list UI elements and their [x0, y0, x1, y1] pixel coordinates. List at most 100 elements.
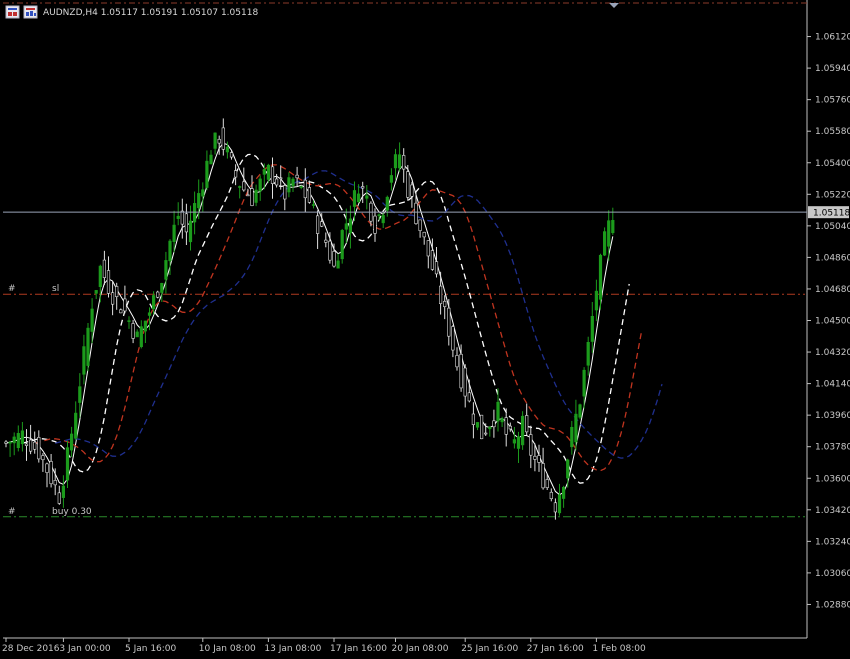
candle-body — [356, 193, 361, 203]
candle — [545, 473, 549, 491]
candle — [283, 183, 287, 211]
candle-body — [201, 189, 205, 197]
candle — [160, 282, 164, 302]
candle-body — [53, 480, 57, 486]
candle — [213, 132, 217, 155]
candle-body — [381, 215, 385, 224]
price-tick-label: 1.04860 — [815, 253, 850, 263]
candle-body — [123, 298, 127, 312]
candle-body — [197, 193, 201, 209]
candle — [344, 208, 348, 244]
candle — [152, 291, 156, 315]
candle-body — [512, 439, 516, 444]
candle-body — [86, 327, 90, 366]
candle — [320, 213, 324, 228]
candle — [504, 408, 508, 447]
candle-body — [70, 433, 74, 451]
candle — [193, 191, 197, 235]
candle-body — [447, 307, 451, 337]
candle-body — [172, 224, 176, 242]
candle-body — [315, 215, 320, 234]
candle — [250, 175, 254, 207]
chart-properties-icon[interactable] — [23, 5, 38, 19]
candle-body — [365, 195, 369, 199]
bid-price-label: 1.05118 — [813, 209, 850, 219]
candle-body — [131, 323, 135, 339]
symbol-info: AUDNZD,H4 1.05117 1.05191 1.05107 1.0511… — [43, 8, 258, 18]
candle-body — [184, 213, 189, 233]
price-tick-label: 1.05040 — [815, 222, 850, 232]
candle — [488, 425, 492, 437]
candle-body — [455, 355, 459, 368]
candle — [37, 430, 41, 463]
candle-body — [65, 447, 70, 481]
candle-body — [102, 259, 106, 278]
candle — [270, 157, 275, 199]
candle — [238, 185, 242, 199]
candle-body — [475, 422, 480, 428]
candle-body — [106, 270, 111, 294]
candle-body — [471, 413, 476, 425]
candle — [28, 424, 33, 455]
candle — [361, 181, 365, 204]
candle — [586, 336, 590, 376]
candle-body — [402, 155, 406, 170]
candle-body — [299, 186, 303, 189]
candle-body — [484, 432, 488, 435]
candle-body — [119, 309, 123, 314]
candle-body — [168, 240, 172, 262]
sl-level-marker: # — [8, 284, 16, 294]
candle-body — [221, 127, 225, 150]
price-tick-label: 1.04500 — [815, 317, 850, 327]
candle — [94, 290, 98, 300]
candle-body — [451, 326, 455, 351]
shift-marker-icon[interactable] — [609, 3, 619, 8]
candle-body — [152, 295, 156, 310]
price-tick-label: 1.03420 — [815, 506, 850, 516]
candle — [508, 422, 512, 432]
candle-body — [127, 320, 131, 322]
candle — [500, 416, 504, 427]
candle — [41, 453, 45, 472]
candle-body — [594, 290, 598, 311]
candle-body — [352, 190, 357, 207]
candle — [557, 483, 562, 516]
candle-body — [254, 189, 258, 203]
candle — [65, 440, 70, 489]
candle-body — [115, 286, 119, 297]
time-tick-label: 25 Jan 16:00 — [461, 644, 518, 654]
candle — [365, 185, 369, 210]
chart-window-icon[interactable] — [5, 5, 20, 19]
candle — [53, 468, 57, 496]
candle-body — [500, 418, 504, 423]
price-tick-label: 1.05940 — [815, 64, 850, 74]
candle — [254, 184, 258, 207]
candle — [86, 323, 90, 372]
candle — [234, 164, 238, 186]
candle-body — [438, 285, 443, 304]
candle — [451, 325, 455, 358]
candle — [33, 431, 37, 454]
candle — [324, 232, 328, 248]
candle — [74, 401, 78, 441]
candle-body — [443, 300, 447, 307]
candle-body — [98, 265, 102, 287]
candle-body — [492, 420, 496, 428]
candle — [131, 319, 135, 344]
candle-body — [180, 210, 184, 225]
candle — [336, 253, 340, 269]
candle-body — [28, 439, 33, 452]
candle-body — [242, 181, 246, 191]
candle-body — [303, 179, 307, 199]
time-tick-label: 10 Jan 08:00 — [199, 644, 256, 654]
candle-body — [389, 175, 394, 183]
price-tick-label: 1.05220 — [815, 190, 850, 200]
candle-body — [320, 221, 324, 227]
candle-body — [418, 219, 422, 231]
candle-body — [238, 186, 242, 188]
candle — [135, 329, 139, 338]
candle-body — [205, 160, 209, 188]
